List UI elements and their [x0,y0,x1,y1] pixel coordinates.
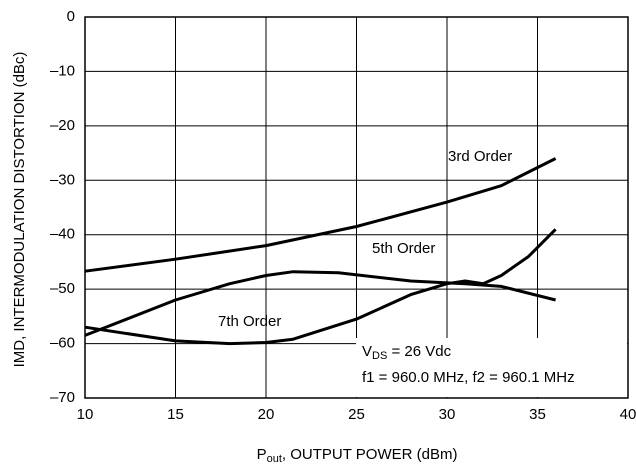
y-tick-label: 0 [67,8,75,25]
annotation: f1 = 960.0 MHz, f2 = 960.1 MHz [362,369,575,386]
series-line [84,157,557,273]
annotation-main: V [362,343,372,360]
y-tick-label: –50 [50,280,75,297]
x-tick-label: 20 [258,406,275,423]
y-tick-label: –60 [50,335,75,352]
y-axis-label: IMD, INTERMODULATION DISTORTION (dBc) [11,52,28,368]
x-tick-label: 40 [620,406,636,423]
annotation-main: f1 = 960.0 MHz, f2 = 960.1 MHz [362,369,575,386]
x-tick-label: 10 [77,406,94,423]
x-label-sub: out [267,453,282,465]
x-axis-label: Pout, OUTPUT POWER (dBm) [257,446,458,465]
x-tick-label: 25 [348,406,365,423]
annotation-box [356,338,627,397]
x-tick-label: 15 [167,406,184,423]
series-line [84,228,557,346]
y-tick-label: –40 [50,226,75,243]
series-label: 5th Order [372,240,435,257]
x-label-main: P [257,446,267,463]
x-label-rest: , OUTPUT POWER (dBm) [282,446,458,463]
y-tick-label: –10 [50,62,75,79]
y-tick-label: –20 [50,117,75,134]
plot-frame [84,16,629,399]
x-tick-label: 35 [529,406,546,423]
x-tick-label: 30 [439,406,456,423]
series-label: 7th Order [218,313,281,330]
y-tick-label: –30 [50,171,75,188]
annotation-sub: DS [372,350,387,362]
series-label: 3rd Order [448,148,512,165]
annotation: VDS = 26 Vdc [362,343,452,362]
y-tick-label: –70 [50,389,75,406]
annotation-rest: = 26 Vdc [387,343,451,360]
